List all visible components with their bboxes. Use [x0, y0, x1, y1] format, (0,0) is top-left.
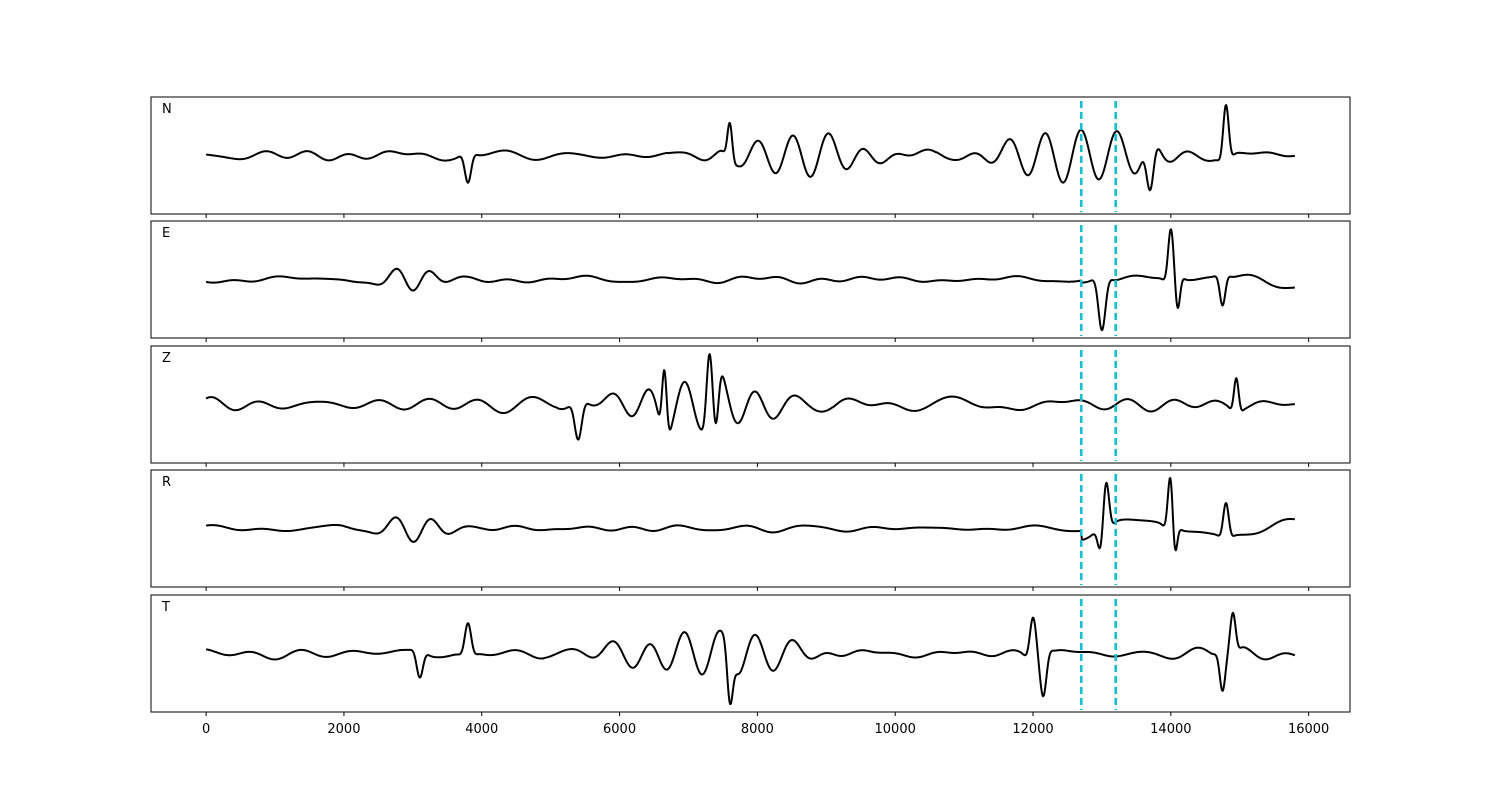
x-axis: 0 2000 4000 6000 8000 10000 12000 14000 16000: [202, 722, 1329, 737]
channel-label: T: [161, 600, 170, 615]
waveform-n: [205, 104, 1296, 192]
waveform-r: [205, 477, 1296, 552]
x-tick-label: 10000: [875, 722, 916, 737]
panel-frame: [150, 469, 1351, 588]
x-tick-label: 2000: [327, 722, 360, 737]
x-tick-label: 6000: [603, 722, 636, 737]
x-tick-label: 4000: [465, 722, 498, 737]
panel-r: R: [150, 469, 1351, 591]
panel-t: T: [150, 594, 1351, 716]
x-tick-label: 16000: [1288, 722, 1329, 737]
x-tick-label: 0: [202, 722, 210, 737]
channel-label: Z: [162, 351, 171, 366]
x-tick-label: 12000: [1012, 722, 1053, 737]
waveform-e: [205, 228, 1296, 331]
x-tick-label: 14000: [1150, 722, 1191, 737]
channel-label: N: [162, 102, 172, 117]
panel-frame: [150, 594, 1351, 713]
panel-z: Z: [150, 345, 1351, 467]
panels-group: N E Z R T: [150, 96, 1351, 716]
channel-label: R: [162, 475, 171, 490]
panel-e: E: [150, 220, 1351, 342]
channel-label: E: [162, 226, 170, 241]
waveform-t: [205, 611, 1296, 705]
x-tick-label: 8000: [741, 722, 774, 737]
panel-n: N: [150, 96, 1351, 218]
panel-frame: [150, 345, 1351, 464]
panel-frame: [150, 96, 1351, 215]
panel-frame: [150, 220, 1351, 339]
waveform-z: [205, 353, 1296, 441]
